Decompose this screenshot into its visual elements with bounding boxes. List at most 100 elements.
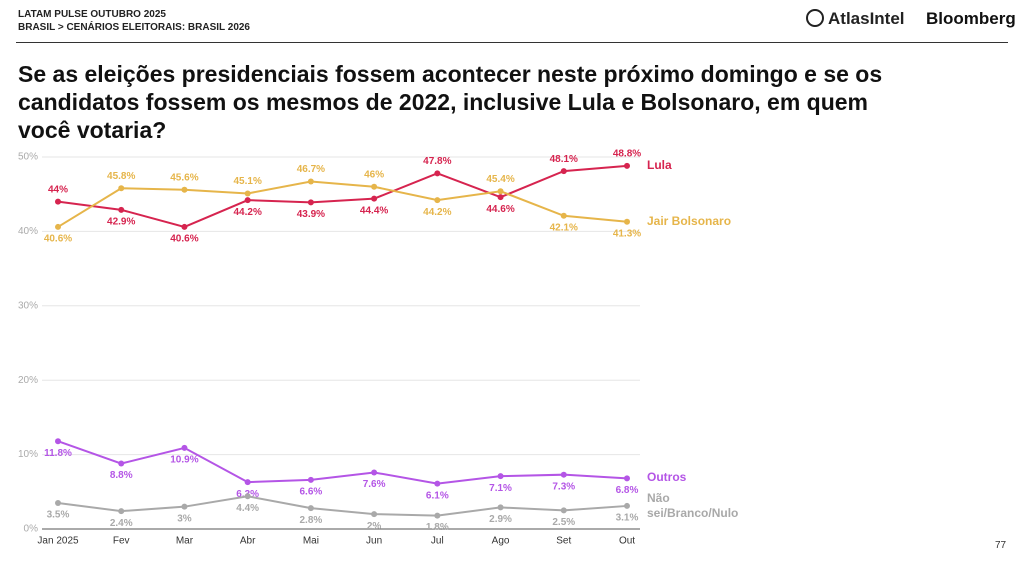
data-point bbox=[434, 197, 441, 204]
data-point bbox=[434, 480, 441, 487]
series-line bbox=[57, 164, 628, 228]
x-tick-label: Jul bbox=[431, 536, 444, 547]
data-point bbox=[434, 512, 441, 519]
logo-icon bbox=[806, 9, 824, 27]
data-point bbox=[55, 223, 61, 230]
value-label: 40.6% bbox=[44, 234, 72, 245]
data-point bbox=[624, 218, 630, 225]
x-tick-label: Mai bbox=[303, 536, 319, 547]
data-point bbox=[307, 178, 314, 185]
header-rule bbox=[16, 42, 1008, 43]
data-point bbox=[624, 502, 630, 509]
value-label: 1.8% bbox=[426, 522, 449, 533]
data-point bbox=[244, 197, 251, 204]
legend-label: Jair Bolsonaro bbox=[647, 213, 732, 228]
value-label: 2.9% bbox=[489, 514, 512, 525]
data-point bbox=[371, 183, 378, 190]
y-tick-label: 40% bbox=[18, 226, 38, 237]
x-tick-label: Jan 2025 bbox=[37, 536, 79, 547]
series-line bbox=[57, 440, 628, 485]
value-label: 48.8% bbox=[613, 149, 641, 160]
value-label: 7.1% bbox=[489, 483, 512, 494]
y-tick-label: 0% bbox=[24, 524, 39, 535]
data-point bbox=[307, 476, 314, 483]
value-label: 44% bbox=[48, 184, 68, 195]
x-tick-label: Ago bbox=[492, 536, 510, 547]
y-tick-label: 10% bbox=[18, 449, 38, 460]
data-point bbox=[434, 170, 441, 177]
data-point bbox=[118, 185, 125, 192]
value-label: 45.1% bbox=[233, 176, 261, 187]
value-label: 44.6% bbox=[486, 204, 514, 215]
value-label: 41.3% bbox=[613, 228, 641, 239]
legend-label: Outros bbox=[647, 470, 687, 485]
value-label: 43.9% bbox=[297, 209, 325, 220]
value-label: 45.4% bbox=[486, 174, 514, 185]
page-number: 77 bbox=[995, 540, 1007, 551]
data-point bbox=[55, 438, 61, 445]
data-point bbox=[118, 508, 125, 515]
logo: Bloomberg bbox=[926, 9, 1016, 28]
header-pulse: LATAM PULSE OUTUBRO 2025 bbox=[18, 9, 166, 20]
value-label: 10.9% bbox=[170, 455, 198, 466]
data-point bbox=[560, 507, 567, 514]
value-label: 6.6% bbox=[299, 487, 322, 498]
data-point bbox=[244, 479, 251, 486]
value-label: 46% bbox=[364, 169, 384, 180]
data-point bbox=[371, 195, 378, 202]
legend-label: Não sei/Branco/Nulo bbox=[647, 490, 739, 520]
value-label: 2.4% bbox=[110, 518, 133, 529]
value-label: 4.4% bbox=[236, 503, 259, 514]
logo: AtlasIntel bbox=[806, 9, 905, 29]
value-label: 2.5% bbox=[552, 517, 575, 528]
value-label: 48.1% bbox=[550, 154, 578, 165]
x-tick-label: Set bbox=[556, 536, 571, 547]
value-label: 40.6% bbox=[170, 234, 198, 245]
data-point bbox=[118, 206, 125, 213]
x-tick-label: Abr bbox=[240, 536, 256, 547]
y-tick-label: 20% bbox=[18, 375, 38, 386]
data-point bbox=[307, 199, 314, 206]
value-label: 44.2% bbox=[423, 207, 451, 218]
value-label: 7.3% bbox=[552, 481, 575, 492]
value-label: 45.8% bbox=[107, 171, 135, 182]
data-point bbox=[560, 471, 567, 478]
x-tick-label: Mar bbox=[176, 536, 194, 547]
data-point bbox=[244, 493, 251, 500]
series-line bbox=[57, 495, 628, 517]
value-label: 6.8% bbox=[616, 485, 639, 496]
data-point bbox=[624, 475, 630, 482]
value-label: 2% bbox=[367, 521, 382, 532]
data-point bbox=[181, 444, 188, 451]
value-label: 42.1% bbox=[550, 222, 578, 233]
data-point bbox=[371, 511, 378, 518]
data-point bbox=[118, 460, 125, 467]
header-section: BRASIL > CENÁRIOS ELEITORAIS: BRASIL 202… bbox=[18, 22, 250, 33]
value-label: 2.8% bbox=[299, 515, 322, 526]
data-point bbox=[624, 162, 630, 169]
data-point bbox=[181, 186, 188, 193]
data-point bbox=[560, 168, 567, 175]
chart-title: Se as eleições presidenciais fossem acon… bbox=[18, 61, 883, 143]
value-label: 8.8% bbox=[110, 470, 133, 481]
series-line bbox=[57, 180, 628, 228]
value-label: 42.9% bbox=[107, 216, 135, 227]
value-label: 3.1% bbox=[616, 513, 639, 524]
x-tick-label: Jun bbox=[366, 536, 382, 547]
legend-label: Lula bbox=[647, 157, 672, 172]
value-label: 6.1% bbox=[426, 490, 449, 501]
data-point bbox=[244, 190, 251, 197]
data-point bbox=[371, 469, 378, 476]
data-point bbox=[497, 194, 504, 201]
y-tick-label: 50% bbox=[18, 152, 38, 163]
x-tick-label: Out bbox=[619, 536, 635, 547]
data-point bbox=[55, 198, 61, 205]
value-label: 3% bbox=[177, 513, 192, 524]
value-label: 45.6% bbox=[170, 172, 198, 183]
x-tick-label: Fev bbox=[113, 536, 130, 547]
data-point bbox=[497, 504, 504, 511]
value-label: 7.6% bbox=[363, 479, 386, 490]
value-label: 47.8% bbox=[423, 156, 451, 167]
data-point bbox=[307, 505, 314, 512]
